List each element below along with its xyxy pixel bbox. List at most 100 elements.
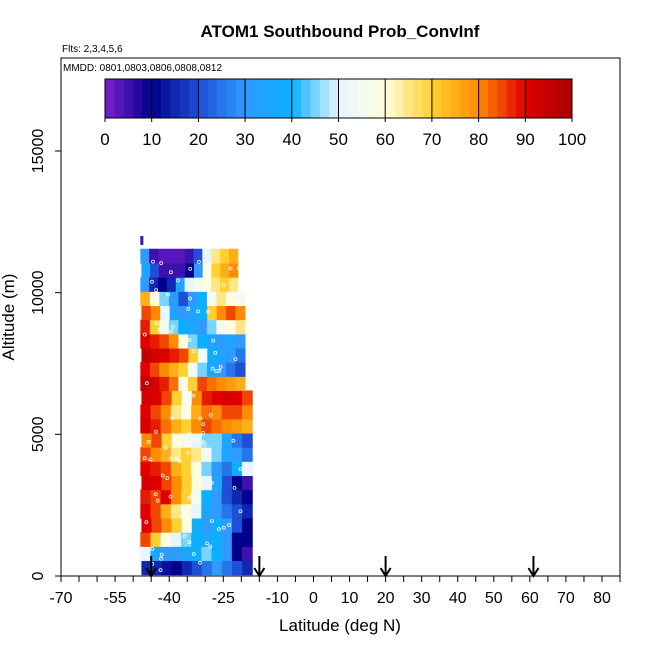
- x-tick-label: 60: [521, 590, 539, 607]
- heatmap-cell: [216, 319, 227, 335]
- heatmap-cell: [191, 532, 202, 547]
- colorbar-swatch: [385, 79, 395, 118]
- heatmap-cell: [201, 489, 213, 505]
- speckle-point: [228, 266, 233, 271]
- heatmap-cell: [216, 376, 227, 392]
- heatmap-cell: [161, 475, 173, 491]
- speckle-point: [159, 556, 163, 561]
- colorbar-swatch: [506, 79, 517, 118]
- speckle-point: [177, 459, 182, 464]
- heatmap-cell: [225, 291, 237, 307]
- heatmap-cell: [187, 333, 198, 349]
- x-tick-label: 30: [413, 590, 431, 607]
- heatmap-cell: [170, 546, 182, 562]
- colorbar-swatch: [123, 79, 134, 118]
- colorbar-swatch: [245, 79, 255, 118]
- speckle-point: [144, 520, 149, 525]
- heatmap-cell: [201, 475, 213, 491]
- heatmap-cell: [160, 447, 172, 462]
- heatmap-cell: [181, 418, 192, 434]
- colorbar-swatch: [217, 79, 227, 118]
- colorbar-tick-label: 50: [329, 130, 348, 149]
- heatmap-cell: [150, 347, 161, 363]
- colorbar-swatch: [487, 79, 498, 118]
- heatmap-cell: [181, 560, 193, 576]
- heatmap-cell: [225, 333, 237, 349]
- heatmap-cell: [150, 418, 162, 434]
- heatmap-cell: [161, 560, 173, 576]
- heatmap-cell: [211, 404, 223, 420]
- heatmap-cell: [149, 333, 160, 349]
- heatmap-cell: [226, 305, 237, 321]
- colorbar-swatch: [179, 79, 190, 118]
- heatmap-cell: [228, 277, 239, 292]
- heatmap-cell: [159, 319, 170, 335]
- speckle-point: [210, 366, 215, 371]
- heatmap-cell: [221, 404, 233, 420]
- plot-frame: [60, 57, 621, 577]
- chart-title: ATOM1 Southbound Prob_ConvInf: [201, 22, 480, 41]
- speckle-point: [170, 324, 175, 329]
- x-tick-label: 80: [593, 590, 611, 607]
- colorbar-swatch: [357, 79, 367, 118]
- heatmap-cell: [235, 362, 246, 377]
- speckle-point: [233, 357, 238, 362]
- x-axis: -70 -55 -40 -25 -10 0 10 20 30 40 50 60 70 80: [49, 576, 621, 607]
- speckle-point: [191, 393, 196, 398]
- heatmap-cell: [220, 248, 230, 264]
- heatmap-cell: [141, 475, 153, 491]
- heatmap-cell: [191, 503, 202, 519]
- heatmap-cell: [220, 262, 230, 278]
- speckle-point: [197, 465, 202, 470]
- heatmap-cell: [160, 347, 171, 363]
- colorbar-swatch: [515, 79, 526, 118]
- colorbar-swatch: [422, 79, 433, 118]
- heatmap-cell: [149, 376, 160, 392]
- chart-subtitle: Flts: 2,3,4,5,6: [62, 44, 123, 55]
- speckle-point: [211, 338, 216, 343]
- colorbar-swatch: [329, 79, 339, 118]
- heatmap-cell: [158, 277, 168, 292]
- heatmap-cell: [221, 489, 233, 505]
- heatmap-cell: [211, 262, 221, 278]
- speckle-point: [176, 278, 181, 283]
- profile-heatmap: [140, 236, 253, 576]
- speckle-point: [209, 480, 214, 485]
- speckle-point: [165, 476, 170, 481]
- heatmap-cell: [201, 447, 213, 462]
- heatmap-cell: [201, 432, 213, 448]
- heatmap-cell: [168, 362, 179, 377]
- x-tick-label: -70: [49, 590, 72, 607]
- heatmap-cell: [201, 390, 213, 406]
- heatmap-cell: [171, 432, 183, 448]
- heatmap-cell: [150, 447, 162, 462]
- speckle-point: [198, 416, 203, 421]
- heatmap-cell: [161, 432, 173, 448]
- speckle-point: [236, 266, 241, 271]
- heatmap-cell: [160, 404, 172, 420]
- heatmap-cell: [241, 503, 253, 519]
- heatmap-cell: [150, 546, 162, 562]
- heatmap-cell: [178, 291, 189, 307]
- heatmap-cell: [206, 319, 218, 335]
- speckle-point: [190, 439, 195, 444]
- heatmap-cell: [235, 347, 246, 363]
- heatmap-cell: [141, 262, 151, 278]
- heatmap-cell: [140, 532, 152, 547]
- speckle-point: [235, 300, 240, 305]
- heatmap-cell: [211, 418, 223, 434]
- heatmap-cell: [166, 248, 177, 264]
- heatmap-cell: [178, 376, 189, 392]
- speckle-point: [166, 292, 171, 297]
- heatmap-cell: [175, 248, 186, 264]
- colorbar-swatch: [338, 79, 349, 118]
- speckle-point: [154, 321, 159, 326]
- colorbar-tick-label: 30: [236, 130, 255, 149]
- heatmap-cell: [226, 347, 237, 363]
- speckle-point: [202, 443, 207, 448]
- colorbar-swatch: [375, 79, 386, 118]
- heatmap-cell: [201, 560, 213, 576]
- profile-speckles: [142, 259, 243, 572]
- colorbar-tick-label: 60: [376, 130, 395, 149]
- heatmap-cell: [201, 532, 213, 547]
